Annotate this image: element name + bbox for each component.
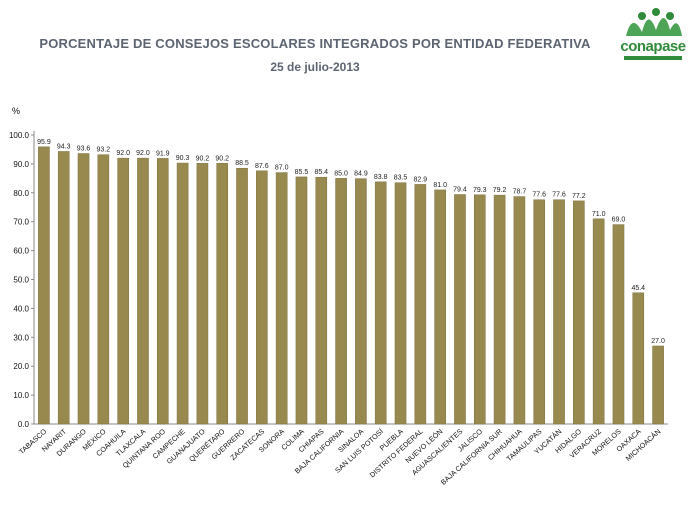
bar xyxy=(196,163,209,425)
data-label: 79.2 xyxy=(493,187,507,194)
chart-bars xyxy=(38,146,664,425)
bar xyxy=(573,200,585,425)
bar xyxy=(414,184,427,425)
data-label: 69.0 xyxy=(612,217,626,224)
data-label: 95.9 xyxy=(37,139,51,146)
bar xyxy=(553,199,565,425)
bar xyxy=(97,154,110,425)
data-label: 79.3 xyxy=(473,187,487,194)
chart-title: PORCENTAJE DE CONSEJOS ESCOLARES INTEGRA… xyxy=(39,36,591,51)
data-label: 45.4 xyxy=(631,285,645,292)
y-tick-label: 70.0 xyxy=(13,218,29,227)
bar xyxy=(335,178,347,425)
bar xyxy=(38,146,50,425)
data-label: 91.9 xyxy=(156,150,170,157)
y-tick-label: 60.0 xyxy=(13,247,29,256)
y-tick-label: 30.0 xyxy=(13,333,29,342)
data-label: 83.8 xyxy=(374,174,388,181)
y-tick-label: 40.0 xyxy=(13,304,29,313)
bar xyxy=(493,194,506,425)
y-tick-label: 80.0 xyxy=(13,189,29,198)
bar xyxy=(394,182,407,425)
bar xyxy=(434,189,446,425)
data-label: 77.6 xyxy=(532,192,546,199)
data-label: 93.6 xyxy=(77,146,91,153)
logo-text: conapase xyxy=(620,38,686,55)
data-label: 93.2 xyxy=(97,147,111,154)
data-label: 85.5 xyxy=(295,169,309,176)
bar xyxy=(315,176,328,425)
bar xyxy=(137,157,149,425)
data-label: 84.9 xyxy=(354,171,368,178)
chart-subtitle: 25 de julio-2013 xyxy=(270,60,360,74)
data-label: 27.0 xyxy=(651,338,665,345)
data-label: 92.0 xyxy=(116,150,130,157)
data-label: 83.5 xyxy=(394,175,408,182)
y-tick-label: 10.0 xyxy=(13,391,29,400)
data-label: 82.9 xyxy=(414,176,428,183)
y-tick-label: 100.0 xyxy=(9,131,30,140)
bar xyxy=(295,176,308,425)
data-label: 94.3 xyxy=(57,143,71,150)
bar xyxy=(176,162,189,425)
bar xyxy=(275,172,288,425)
bar xyxy=(355,178,367,425)
bar xyxy=(592,218,605,425)
bar xyxy=(533,199,546,425)
bar xyxy=(77,153,90,425)
data-label: 90.3 xyxy=(176,155,190,162)
bar xyxy=(473,194,486,425)
bar xyxy=(156,158,169,425)
bar xyxy=(216,163,229,425)
bar xyxy=(612,224,625,425)
y-axis-label: % xyxy=(12,106,20,116)
bar xyxy=(652,345,664,425)
data-label: 85.4 xyxy=(314,169,328,176)
bar xyxy=(236,167,248,425)
y-tick-label: 0.0 xyxy=(18,420,30,429)
bar xyxy=(57,151,70,425)
data-label: 90.2 xyxy=(215,155,229,162)
data-label: 71.0 xyxy=(592,211,606,218)
data-label: 92.0 xyxy=(136,150,150,157)
y-tick-label: 20.0 xyxy=(13,362,29,371)
bar xyxy=(117,157,129,425)
data-label: 85.0 xyxy=(334,170,348,177)
bar xyxy=(454,194,466,425)
data-label: 77.6 xyxy=(552,192,566,199)
bar xyxy=(256,170,268,425)
data-label: 79.4 xyxy=(453,187,467,194)
data-label: 90.2 xyxy=(196,155,210,162)
data-label: 88.5 xyxy=(235,160,249,167)
data-label: 81.0 xyxy=(433,182,447,189)
bar xyxy=(374,181,387,425)
y-tick-label: 90.0 xyxy=(13,160,29,169)
bar xyxy=(513,196,526,425)
data-label: 87.0 xyxy=(275,165,289,172)
bar xyxy=(632,292,645,425)
conapase-logo-icon xyxy=(624,8,682,60)
y-tick-label: 50.0 xyxy=(13,276,29,285)
data-label: 87.6 xyxy=(255,163,269,170)
data-label: 77.2 xyxy=(572,193,586,200)
data-label: 78.7 xyxy=(513,189,527,196)
